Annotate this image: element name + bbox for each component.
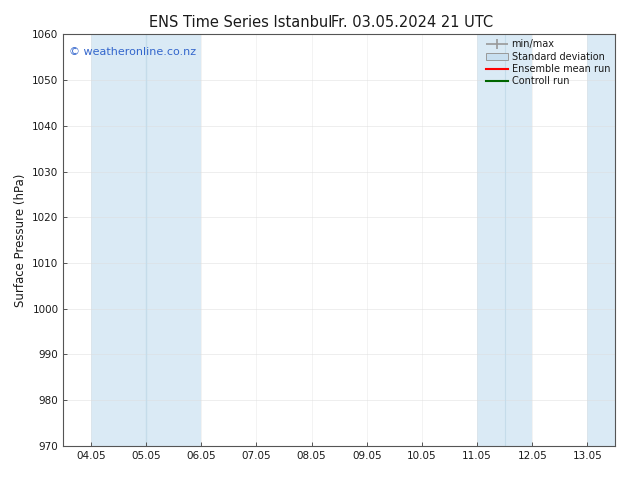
Bar — [477, 34, 533, 446]
Text: ENS Time Series Istanbul: ENS Time Series Istanbul — [149, 15, 333, 30]
Bar — [588, 34, 615, 446]
Y-axis label: Surface Pressure (hPa): Surface Pressure (hPa) — [14, 173, 27, 307]
Text: © weatheronline.co.nz: © weatheronline.co.nz — [69, 47, 196, 57]
Legend: min/max, Standard deviation, Ensemble mean run, Controll run: min/max, Standard deviation, Ensemble me… — [484, 37, 612, 88]
Text: Fr. 03.05.2024 21 UTC: Fr. 03.05.2024 21 UTC — [331, 15, 493, 30]
Bar — [91, 34, 202, 446]
